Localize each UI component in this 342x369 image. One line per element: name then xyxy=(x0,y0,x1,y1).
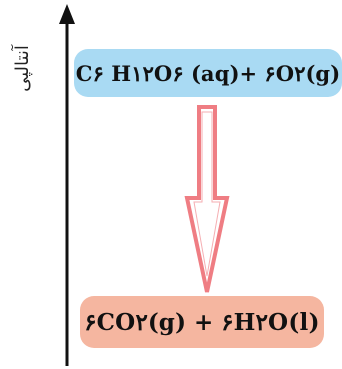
enthalpy-axis-arrowhead-icon xyxy=(59,4,75,24)
products-formula: ۶CO۲(g) + ۶H۲O(l) xyxy=(84,308,320,336)
reactants-formula: C۶ H۱۲O۶ (aq)+ ۶O۲(g) xyxy=(75,60,341,86)
reactants-box-bg xyxy=(74,49,342,97)
products-box-bg xyxy=(80,296,324,348)
products-box: ۶CO۲(g) + ۶H۲O(l) xyxy=(80,296,324,348)
enthalpy-axis-label-text: آنتالپی xyxy=(11,44,33,92)
reaction-down-arrow-icon xyxy=(184,105,230,293)
reaction-down-arrow-inner xyxy=(193,111,221,277)
enthalpy-axis-label: آنتالپی xyxy=(10,22,34,114)
reactants-box: C۶ H۱۲O۶ (aq)+ ۶O۲(g) xyxy=(74,49,342,97)
